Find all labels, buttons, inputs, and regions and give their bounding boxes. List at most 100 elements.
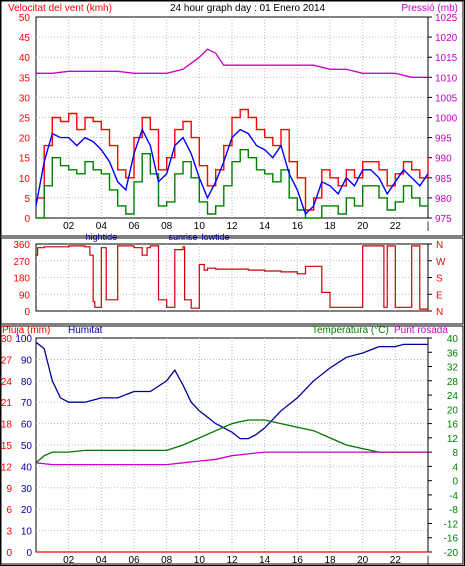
wind-panel-xtick: 18 — [324, 221, 336, 232]
annotation-label: sunrise — [168, 232, 197, 242]
wind-panel-ytick-left: 40 — [19, 53, 31, 64]
direction-panel-ytick-left: 180 — [13, 274, 30, 285]
annotation-label: hightide — [86, 232, 118, 242]
humidity-panel-xtick: 16 — [292, 555, 304, 566]
wind-panel-xtick: 20 — [357, 221, 369, 232]
humidity-panel-ytick-left: 30 — [1, 334, 13, 345]
wind-panel-ytick-left: 25 — [19, 114, 31, 125]
humidity-panel-xtick: 14 — [259, 555, 271, 566]
temperature-label: Temperatura (°C) — [312, 325, 389, 336]
wind-panel-xtick: 04 — [96, 221, 108, 232]
wind-panel-ytick-right: 1000 — [435, 114, 458, 125]
humidity-panel-ytick-right: 32 — [447, 363, 459, 374]
direction-panel-ytick-left: 0 — [24, 307, 30, 318]
humidity-ytick: 10 — [21, 527, 33, 538]
humidity-ytick: 90 — [21, 355, 33, 366]
wind-panel-ytick-right: 980 — [435, 194, 452, 205]
rain-label: Pluja (mm) — [2, 325, 50, 336]
plot-layers: 0510152025303540455097598098599099510001… — [1, 13, 459, 566]
wind-panel-ytick-left: 45 — [19, 33, 31, 44]
direction-panel-ytick-right: N — [436, 307, 443, 318]
wind-panel-xtick-end: | — [427, 221, 430, 232]
wind-panel-xtick: 10 — [194, 221, 206, 232]
humidity-ytick: 0 — [26, 548, 32, 559]
gust-line — [36, 108, 429, 211]
chart-title: 24 hour graph day : 01 Enero 2014 — [170, 3, 326, 14]
humidity-panel-ytick-right: 36 — [447, 348, 459, 359]
humidity-panel-ytick-right: -16 — [444, 534, 459, 545]
wind-panel-ytick-right: 1005 — [435, 93, 458, 104]
wind-panel-ytick-left: 10 — [19, 174, 31, 185]
wind-panel-xtick: 22 — [390, 221, 402, 232]
humidity-panel-ytick-left: 12 — [1, 462, 13, 473]
humidity-ytick: 100 — [15, 334, 32, 345]
humidity-panel-ytick-right: 28 — [447, 377, 459, 388]
annotation-label: lowtide — [202, 232, 230, 242]
humidity-panel-ytick-right: 4 — [452, 462, 458, 473]
humidity-ytick: 80 — [21, 377, 33, 388]
humidity-panel-xtick: 06 — [128, 555, 140, 566]
wind-direction-line — [36, 245, 429, 311]
humidity-panel-xtick: 04 — [96, 555, 108, 566]
humidity-ytick: 50 — [21, 441, 33, 452]
humidity-panel-ytick-left: 6 — [6, 505, 12, 516]
humidity-panel-ytick-left: 27 — [1, 355, 13, 366]
wind-panel-ytick-right: 1010 — [435, 73, 458, 84]
humidity-ytick: 30 — [21, 484, 33, 495]
wind-panel-ytick-right: 975 — [435, 214, 452, 225]
wind-panel-xtick: 14 — [259, 221, 271, 232]
humidity-panel-ytick-right: -20 — [444, 548, 459, 559]
pressure-label: Pressió (mb) — [401, 3, 458, 14]
humidity-panel-ytick-right: -12 — [444, 519, 459, 530]
wind-panel-xtick: 12 — [226, 221, 238, 232]
humidity-panel-ytick-left: 0 — [6, 548, 12, 559]
dewpoint-line — [35, 451, 428, 466]
wind-speed-label: Velocitat del vent (kmh) — [8, 3, 112, 14]
humidity-label: Humitat — [68, 325, 103, 336]
wind-panel-ytick-right: 1015 — [435, 53, 458, 64]
humidity-panel-ytick-right: 20 — [447, 405, 459, 416]
direction-panel-ytick-right: W — [436, 257, 446, 268]
humidity-line — [35, 341, 428, 440]
humidity-panel-ytick-left: 18 — [1, 420, 13, 431]
pressure-line — [36, 48, 428, 78]
wind-panel-ytick-right: 1025 — [435, 13, 458, 24]
humidity-panel-xtick: 12 — [226, 555, 238, 566]
humidity-ytick: 70 — [21, 398, 33, 409]
humidity-ytick: 60 — [21, 420, 33, 431]
wind-panel-ytick-right: 985 — [435, 174, 452, 185]
humidity-ytick: 40 — [21, 462, 33, 473]
humidity-panel-ytick-right: -4 — [449, 491, 458, 502]
humidity-panel-ytick-right: 8 — [452, 448, 458, 459]
direction-panel-ytick-right: E — [436, 290, 443, 301]
wind-panel-ytick-left: 0 — [24, 214, 30, 225]
humidity-panel-ytick-right: 12 — [447, 434, 459, 445]
direction-panel-ytick-left: 270 — [13, 257, 30, 268]
wind-panel-ytick-right: 1020 — [435, 33, 458, 44]
humidity-panel-ytick-right: 24 — [447, 391, 459, 402]
humidity-panel-ytick-left: 9 — [6, 484, 12, 495]
temperature-line — [35, 419, 428, 464]
humidity-panel-ytick-right: -8 — [449, 505, 458, 516]
humidity-panel-xtick: 18 — [324, 555, 336, 566]
dewpoint-label: Punt rosada — [394, 325, 448, 336]
humidity-panel-ytick-right: 40 — [447, 334, 459, 345]
humidity-panel-ytick-left: 21 — [1, 398, 13, 409]
humidity-panel-ytick-right: 0 — [452, 477, 458, 488]
direction-panel-ytick-right: S — [436, 274, 443, 285]
wind-min-line — [36, 148, 429, 219]
wind-panel-ytick-left: 15 — [19, 154, 31, 165]
humidity-panel-xtick: 02 — [63, 555, 75, 566]
wind-panel-ytick-right: 995 — [435, 134, 452, 145]
panel2-border — [0, 237, 464, 325]
wind-panel-ytick-left: 50 — [19, 13, 31, 24]
wind-panel-ytick-left: 20 — [19, 134, 31, 145]
humidity-panel-xtick: 08 — [161, 555, 173, 566]
wind-panel-xtick: 08 — [161, 221, 173, 232]
humidity-panel-ytick-left: 24 — [1, 377, 13, 388]
humidity-panel-ytick-left: 15 — [1, 441, 13, 452]
humidity-panel-ytick-left: 3 — [6, 527, 12, 538]
panel3-border — [0, 325, 464, 565]
wind-panel-xtick: 16 — [292, 221, 304, 232]
